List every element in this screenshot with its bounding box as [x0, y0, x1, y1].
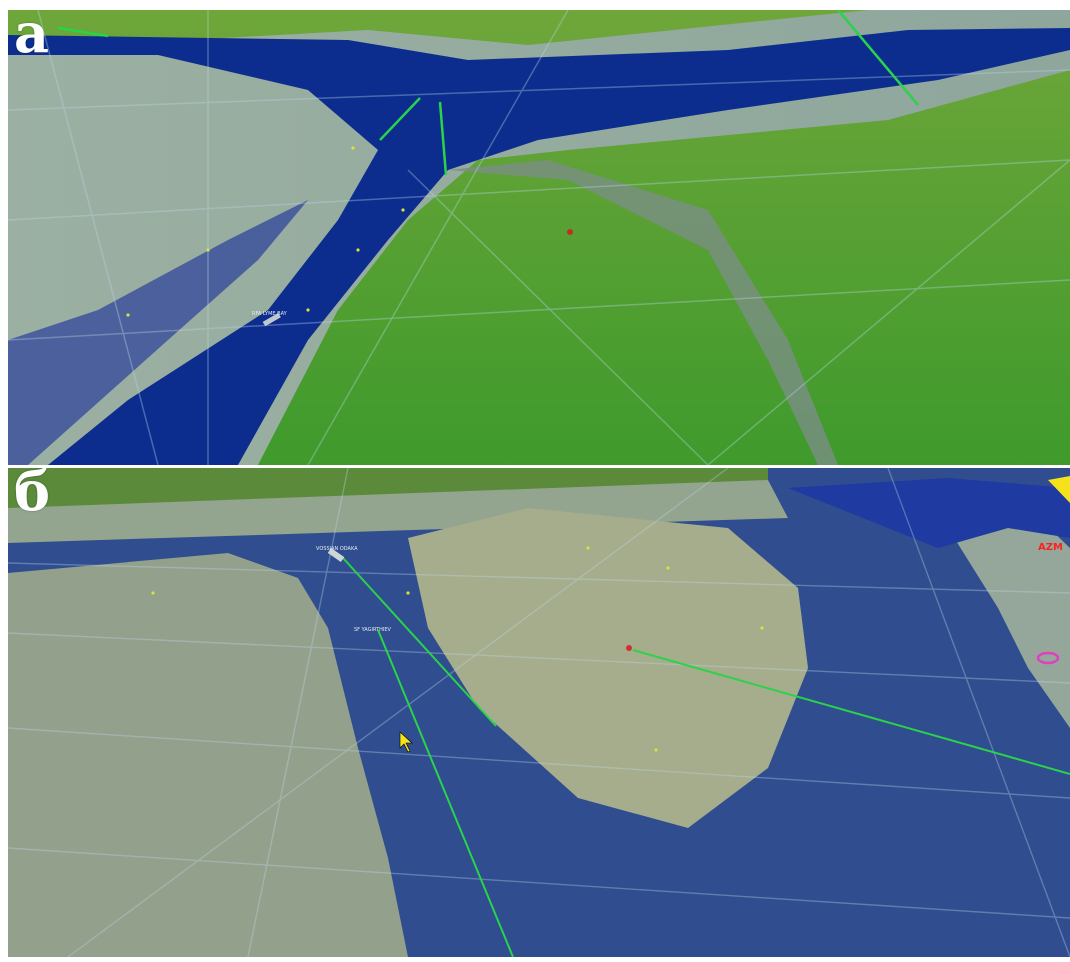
shallow-bank-center — [408, 508, 808, 828]
shallow-strip — [8, 480, 788, 543]
route-line-3 — [632, 649, 1070, 775]
shallow-bank-left — [8, 553, 408, 957]
buoy-markers — [151, 546, 764, 752]
ship-label: RFA LYME BAY — [252, 311, 288, 317]
map-canvas-a[interactable]: RFA LYME BAY — [8, 10, 1070, 465]
direction-marker — [1048, 476, 1070, 503]
shallow-bank-right — [948, 508, 1070, 728]
deep-water-right — [788, 478, 1070, 548]
deep-water-basin — [8, 200, 308, 465]
route-lines — [57, 10, 919, 176]
buoy-markers — [126, 146, 405, 317]
poi-marker[interactable] — [567, 229, 573, 235]
map-view-a[interactable]: RFA LYME BAY а — [8, 10, 1070, 465]
panel-label-a: а — [14, 10, 49, 65]
riverbank — [448, 160, 838, 465]
highlight-ellipse — [1036, 651, 1060, 665]
ship-label: VOSSIAN ODAKA — [316, 546, 358, 552]
grid-lines — [8, 468, 1070, 957]
panel-label-b: б — [14, 468, 51, 523]
ship-marker[interactable] — [327, 547, 345, 563]
route-line-1 — [342, 557, 497, 727]
map-view-b[interactable]: VOSSIAN ODAKA SF YAGIRTHIEV AZM б — [8, 468, 1070, 957]
deep-water-channel — [8, 28, 1070, 465]
red-tag: AZM — [1038, 542, 1063, 553]
ship-marker[interactable] — [262, 312, 281, 327]
cursor-icon — [399, 731, 413, 753]
poi-marker[interactable] — [626, 645, 632, 651]
map-canvas-b[interactable]: VOSSIAN ODAKA SF YAGIRTHIEV AZM — [8, 468, 1070, 957]
route-line-2 — [377, 629, 514, 957]
ship-label: SF YAGIRTHIEV — [354, 627, 392, 633]
